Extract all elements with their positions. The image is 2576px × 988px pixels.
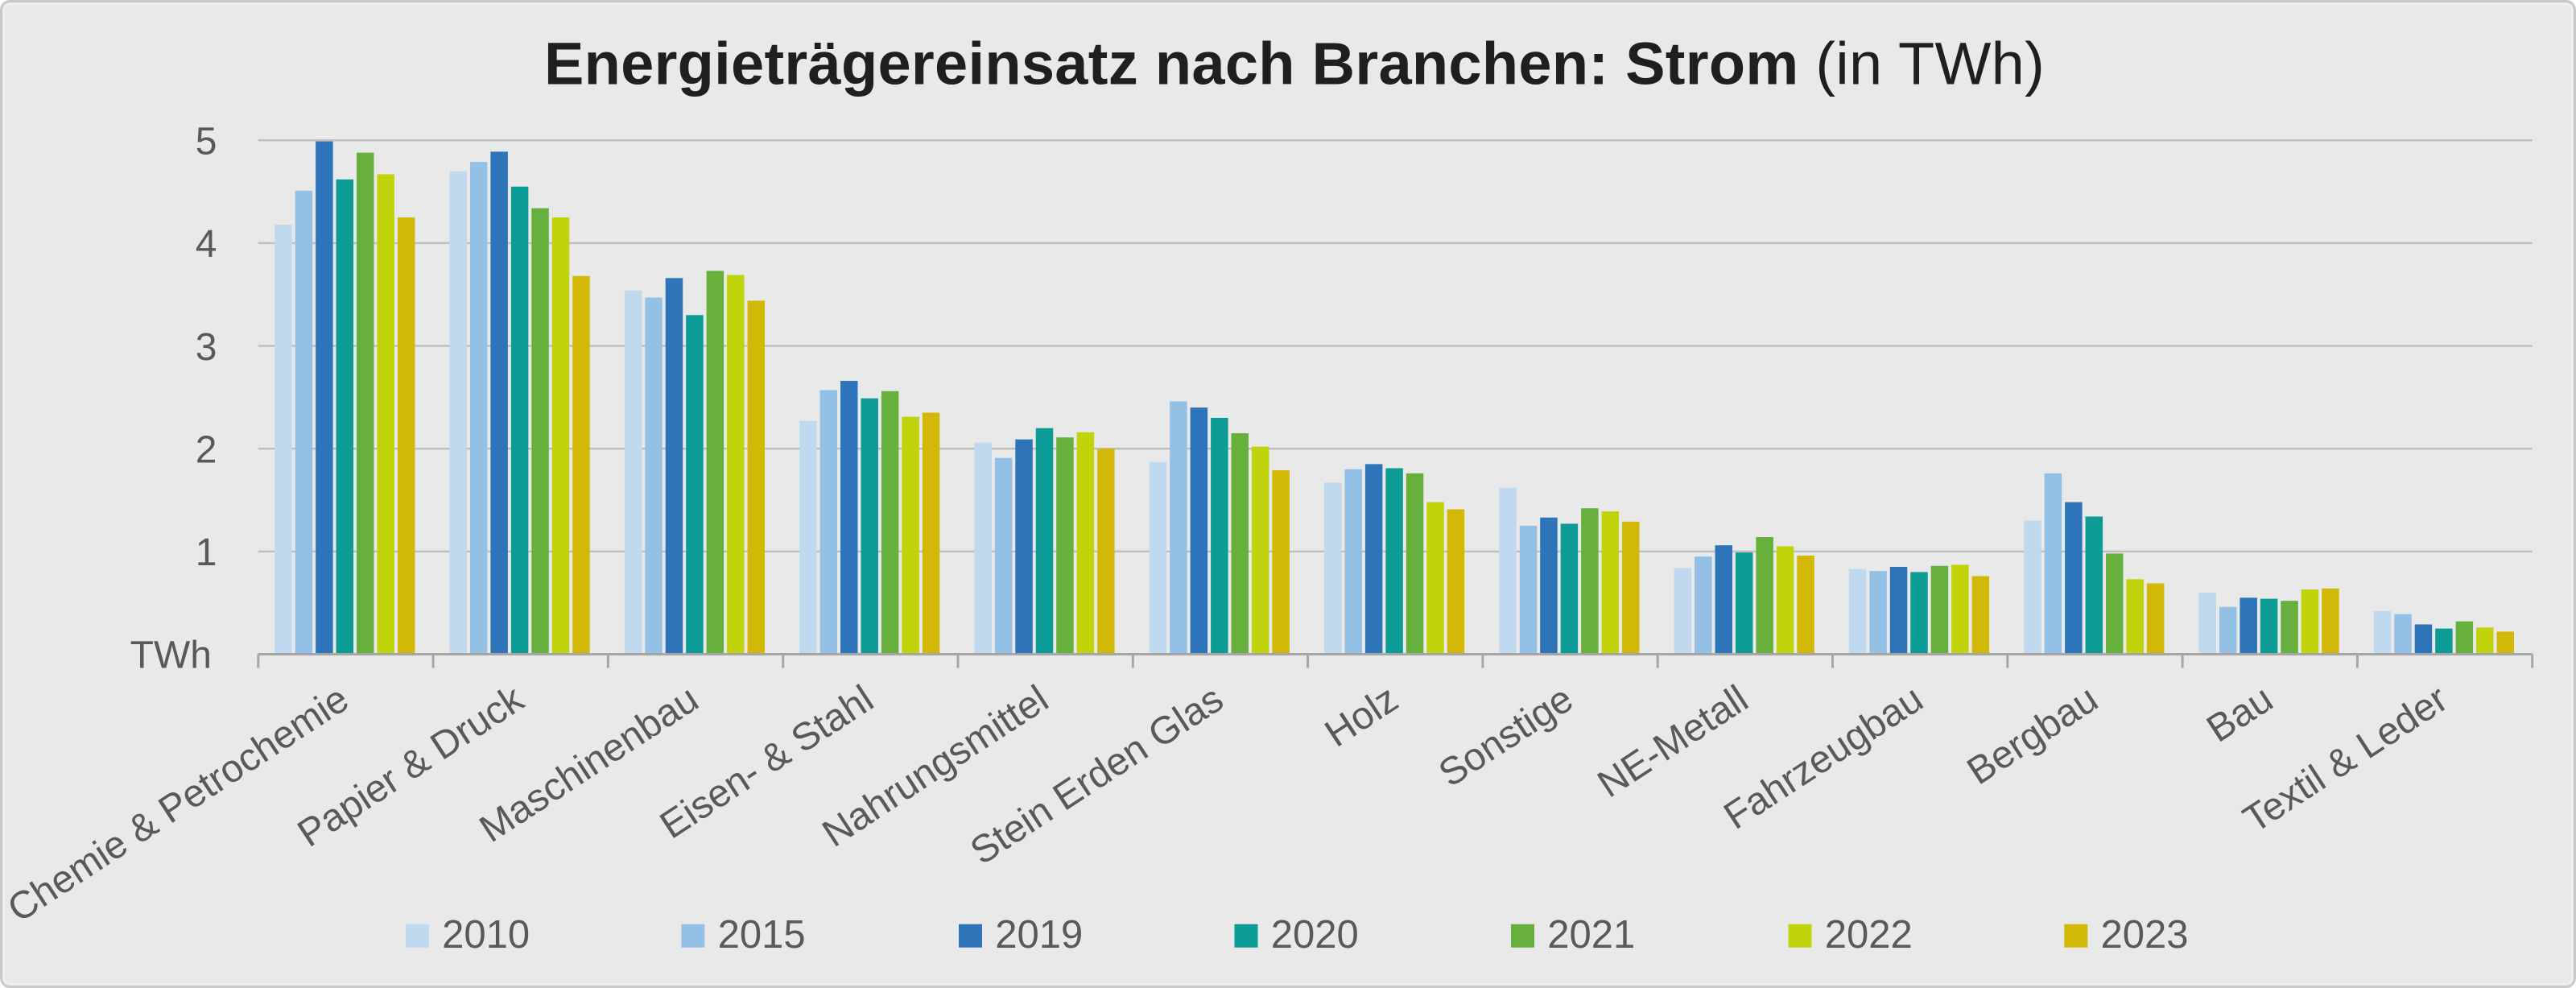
svg-text:TWh: TWh (130, 635, 212, 677)
svg-text:Energieträgereinsatz nach Bran: Energieträgereinsatz nach Branchen: Stro… (544, 31, 2045, 97)
svg-text:2022: 2022 (1825, 913, 1913, 957)
svg-text:2019: 2019 (995, 913, 1083, 957)
svg-text:1: 1 (196, 531, 217, 574)
svg-text:2010: 2010 (442, 913, 530, 957)
svg-text:2021: 2021 (1547, 913, 1635, 957)
svg-text:2015: 2015 (718, 913, 806, 957)
svg-text:2020: 2020 (1271, 913, 1359, 957)
svg-text:5: 5 (196, 121, 217, 163)
svg-text:2: 2 (196, 428, 217, 471)
svg-text:2023: 2023 (2101, 913, 2189, 957)
svg-text:3: 3 (196, 326, 217, 369)
svg-text:4: 4 (196, 223, 217, 266)
